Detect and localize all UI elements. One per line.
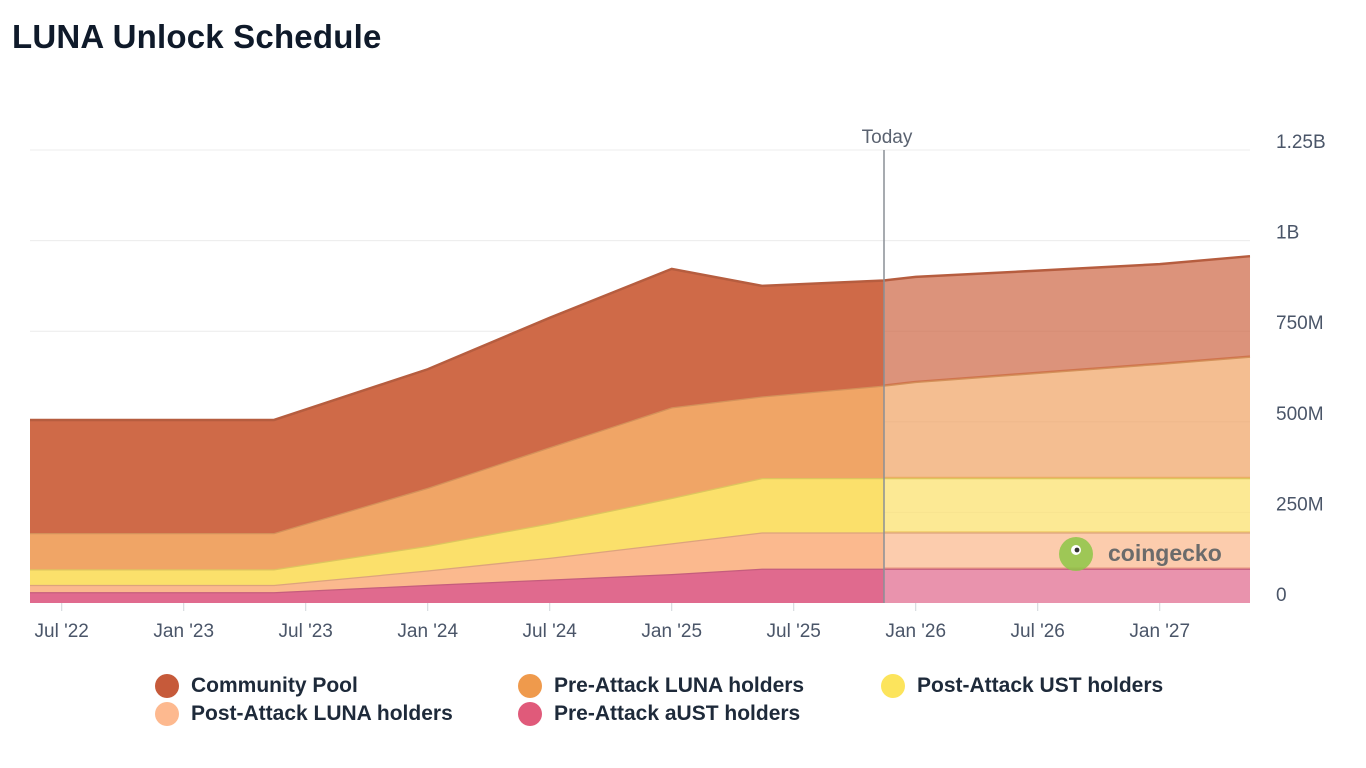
- x-tick-label: Jul '25: [767, 621, 821, 642]
- unlock-area-chart: Today 0 250M 500M 750M 1B 1.25B Jul '22 Jan '2…: [30, 127, 1326, 642]
- x-tick-label: Jul '23: [279, 621, 333, 642]
- y-tick-label: 1B: [1276, 223, 1299, 244]
- gecko-pupil-icon: [1074, 547, 1080, 553]
- legend-label: Post-Attack LUNA holders: [191, 702, 453, 725]
- x-tick-label: Jan '27: [1129, 621, 1190, 642]
- legend-dot: [518, 702, 542, 726]
- x-tick-label: Jul '24: [523, 621, 578, 642]
- legend-label: Post-Attack UST holders: [917, 674, 1164, 697]
- legend-label: Pre-Attack aUST holders: [554, 702, 801, 725]
- coingecko-watermark: coingecko: [1059, 537, 1222, 571]
- chart-title: LUNA Unlock Schedule: [12, 18, 382, 55]
- legend-item-community-pool[interactable]: Community Pool: [155, 674, 358, 698]
- watermark-text: coingecko: [1108, 540, 1222, 566]
- y-tick-label: 250M: [1276, 494, 1324, 515]
- area-pre-attack-aust-holders-future: [884, 568, 1250, 603]
- y-tick-label: 750M: [1276, 313, 1324, 334]
- area-post-attack-luna-holders: [30, 532, 884, 593]
- y-tick-label: 0: [1276, 585, 1287, 606]
- today-marker: Today: [862, 127, 913, 603]
- area-community-pool-future: [884, 256, 1250, 386]
- area-pre-attack-luna-holders-future: [884, 356, 1250, 478]
- x-tick-label: Jul '26: [1011, 621, 1065, 642]
- line-community-pool: [30, 254, 1251, 422]
- y-tick-label: 500M: [1276, 404, 1324, 425]
- legend-item-pre-attack-luna[interactable]: Pre-Attack LUNA holders: [518, 674, 804, 698]
- today-label: Today: [862, 127, 913, 148]
- x-tick-label: Jan '23: [153, 621, 214, 642]
- y-tick-label: 1.25B: [1276, 132, 1326, 153]
- area-community-pool: [30, 268, 884, 534]
- legend-dot: [518, 674, 542, 698]
- legend-dot: [155, 702, 179, 726]
- legend-dot: [155, 674, 179, 698]
- x-tick-label: Jan '24: [397, 621, 458, 642]
- x-axis: Jul '22 Jan '23 Jul '23 Jan '24 Jul '24 Jan '…: [35, 603, 1190, 642]
- area-post-attack-ust-holders: [30, 477, 884, 585]
- area-pre-attack-luna-holders: [30, 385, 884, 570]
- legend-item-post-attack-ust[interactable]: Post-Attack UST holders: [881, 674, 1163, 698]
- legend-label: Pre-Attack LUNA holders: [554, 674, 805, 697]
- legend-item-post-attack-luna[interactable]: Post-Attack LUNA holders: [155, 702, 453, 726]
- area-pre-attack-aust-holders: [30, 568, 884, 603]
- legend-item-pre-attack-aust[interactable]: Pre-Attack aUST holders: [518, 702, 800, 726]
- x-tick-label: Jan '25: [641, 621, 702, 642]
- x-tick-label: Jan '26: [885, 621, 946, 642]
- area-post-attack-ust-holders-future: [884, 477, 1250, 533]
- x-tick-label: Jul '22: [35, 621, 89, 642]
- legend-dot: [881, 674, 905, 698]
- y-axis: 0 250M 500M 750M 1B 1.25B: [1276, 132, 1326, 606]
- legend-label: Community Pool: [191, 674, 358, 697]
